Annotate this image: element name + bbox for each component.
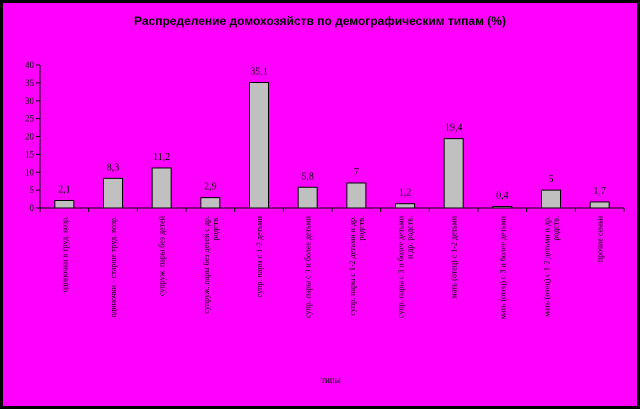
data-label-7: 7: [354, 167, 359, 178]
bar-6: [297, 186, 318, 209]
data-label-3: 11,2: [153, 152, 170, 163]
bar-chart: Распределение домохозяйств по демографич…: [3, 3, 637, 406]
data-label-1: 2,1: [58, 184, 71, 195]
x-category-label-12: прочие семьи: [596, 215, 605, 262]
bar-10: [492, 206, 513, 209]
x-category-label-6: супр. пары с 3 и более детьми: [304, 215, 313, 318]
x-category-label-8: супр. пары с 3 и более детьмии др. родст…: [397, 215, 415, 318]
y-tick-label: 40: [25, 60, 35, 70]
x-category-label-4: супруж. пары без детей с др.родств.: [202, 216, 220, 314]
data-label-8: 1,2: [399, 188, 412, 199]
data-label-2: 8,3: [107, 162, 120, 173]
y-tick-label: 15: [25, 149, 35, 159]
bar-9: [443, 138, 464, 209]
y-tick-label: 30: [25, 96, 35, 106]
data-label-11: 5: [549, 174, 554, 185]
x-category-label-10: мать (отец) с 3 и более детьми: [498, 215, 507, 319]
y-tick-label: 10: [25, 167, 35, 177]
bar-11: [541, 189, 561, 209]
y-tick-label: 20: [25, 132, 35, 142]
bar-4: [200, 197, 221, 209]
bar-3: [151, 167, 172, 209]
data-label-9: 19,4: [445, 123, 463, 134]
bar-12: [589, 201, 610, 209]
data-label-4: 2,9: [204, 182, 217, 193]
chart-frame: Распределение домохозяйств по демографич…: [3, 3, 637, 406]
data-label-5: 35,1: [250, 67, 268, 78]
y-tick-label: 35: [25, 78, 35, 88]
x-category-label-11: мать (отец) с 1-2 детьми и др.родств.: [543, 216, 561, 317]
bar-1: [54, 199, 75, 209]
data-label-6: 5,8: [301, 171, 314, 182]
chart-title: Распределение домохозяйств по демографич…: [134, 14, 506, 28]
x-category-label-1: одиночки в труд. возр.: [60, 216, 69, 292]
bar-2: [103, 177, 123, 209]
data-label-10: 0,4: [496, 191, 509, 202]
bar-7: [346, 182, 367, 209]
x-category-label-2: одиночки - старше труд. возр.: [109, 216, 118, 317]
y-tick-label: 5: [30, 185, 35, 195]
x-category-label-7: супр. пары с 1-2 детьми и др.родств.: [348, 216, 366, 316]
y-tick-label: 0: [30, 203, 35, 213]
x-axis-title: типы: [321, 375, 341, 385]
y-tick-label: 25: [25, 114, 35, 124]
x-category-label-9: мать (отец) с 1-2 детьми: [450, 215, 459, 298]
x-category-label-3: супруж. пары без детей: [158, 215, 167, 296]
x-category-label-5: супр. пары с 1-2 детьми: [255, 215, 264, 297]
bar-5: [249, 82, 269, 209]
data-label-12: 1,7: [593, 186, 606, 197]
bar-8: [395, 203, 415, 209]
